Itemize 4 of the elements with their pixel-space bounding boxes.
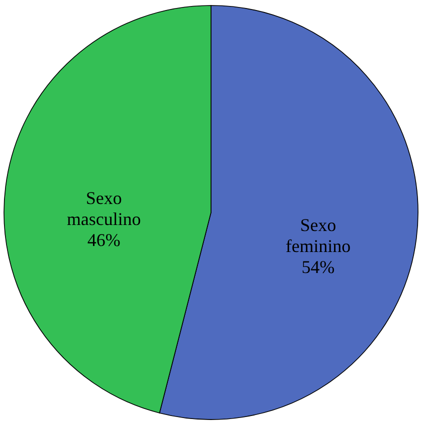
data-label: 54% [302,257,335,278]
data-label: 46% [87,230,120,250]
slice-label: Sexo feminino [286,215,351,256]
slice-label: Sexo masculino [66,188,141,229]
